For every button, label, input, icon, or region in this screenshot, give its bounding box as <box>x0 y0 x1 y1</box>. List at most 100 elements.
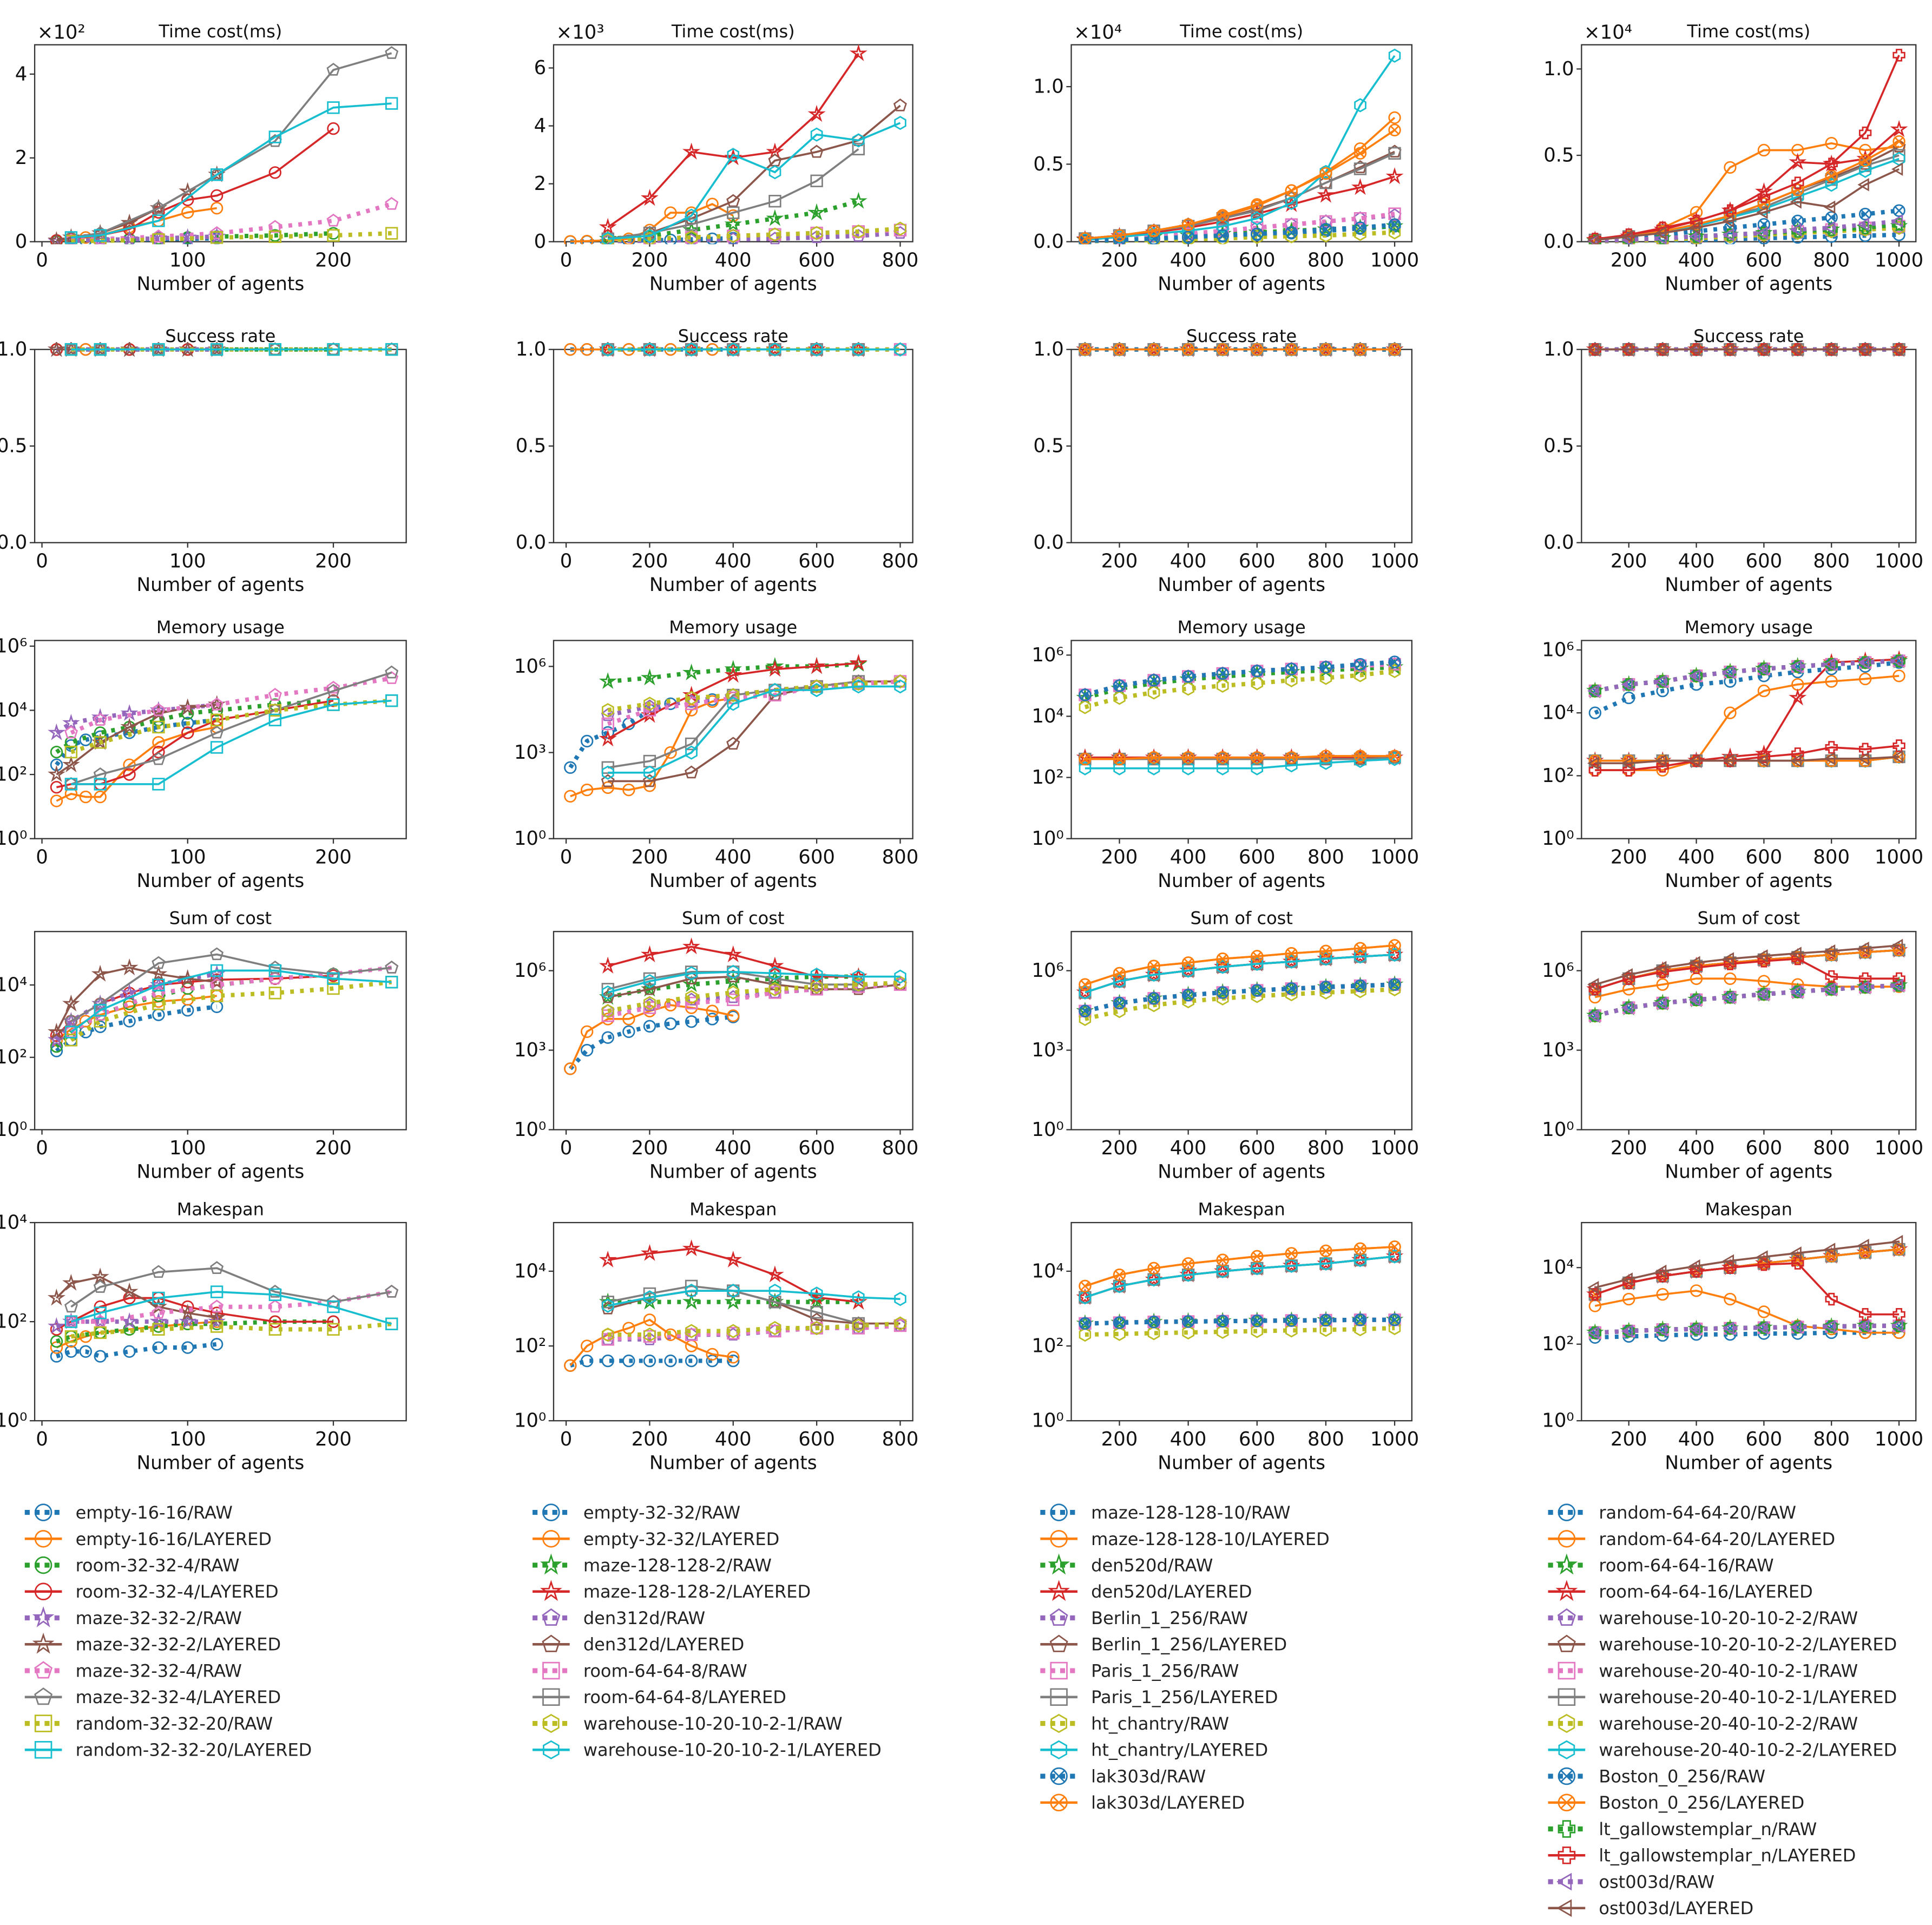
circle-x-marker <box>1285 343 1298 356</box>
star-marker <box>766 660 784 677</box>
circle-marker <box>664 1354 677 1368</box>
legend-item: lt_gallowstemplar_n/RAW <box>1548 1819 1817 1839</box>
series-ost003d-layered <box>1587 1234 1903 1295</box>
cross <box>1356 981 1365 990</box>
hexagon-marker <box>768 982 781 996</box>
pentagon-marker <box>152 1306 166 1319</box>
circle <box>1251 227 1264 240</box>
circle-marker <box>152 745 165 759</box>
x-tick-label: 600 <box>1746 846 1783 868</box>
series-ost003d-layered <box>1587 162 1903 245</box>
x-tick-label: 800 <box>1813 846 1850 868</box>
x-axis-label: Number of agents <box>1158 574 1325 596</box>
circle-marker <box>268 1315 281 1328</box>
circle <box>1251 665 1264 678</box>
circle <box>1251 751 1264 764</box>
y-tick-label: 10⁰ <box>514 1410 546 1432</box>
square-marker <box>327 101 340 114</box>
plot-area <box>564 937 907 1075</box>
circle-marker <box>664 206 677 219</box>
pentagon-marker <box>152 703 166 717</box>
triangle-left-marker <box>1722 1322 1734 1335</box>
x-tick-label: 1000 <box>1875 550 1923 572</box>
hexagon-marker <box>894 679 906 694</box>
cross <box>1184 753 1193 762</box>
x-tick-label: 200 <box>315 1428 352 1450</box>
circle <box>1892 943 1905 957</box>
circle-x-marker <box>1892 204 1905 217</box>
y-tick-label: 0 <box>534 231 547 253</box>
cross <box>1287 228 1296 237</box>
chart-title: Memory usage <box>1178 617 1306 638</box>
square-marker <box>1388 147 1401 160</box>
x-axis-label: Number of agents <box>1158 273 1325 295</box>
star-marker <box>766 956 784 974</box>
star-marker <box>1385 167 1404 185</box>
plot-frame <box>553 349 914 543</box>
x-axis-label: Number of agents <box>136 574 304 596</box>
chart-title: Makespan <box>689 1199 777 1219</box>
square-marker <box>685 697 698 711</box>
x-axis-label: Number of agents <box>136 1452 304 1474</box>
chart-makespan: Makespan 10⁰ 10² 10⁴ 200 400 600 800 1000 Number … <box>1542 1199 1923 1474</box>
circle-marker <box>622 1354 635 1368</box>
circle-x-marker <box>1181 1257 1195 1270</box>
square-marker <box>327 1300 340 1313</box>
hexagon-marker <box>1251 676 1264 691</box>
circle <box>1319 981 1332 994</box>
series-line <box>70 676 392 735</box>
chart-memory: Memory usage 10⁰ 10² 10⁴ 10⁶ 200 400 600 800 1000… <box>1542 617 1923 892</box>
series-line <box>71 699 392 785</box>
x-tick-label: 600 <box>798 249 835 271</box>
circle-marker <box>706 1013 719 1026</box>
cross <box>1080 1007 1090 1016</box>
hexagon-marker <box>1251 761 1264 776</box>
chart-title: Time cost(ms) <box>158 21 282 42</box>
hexagon-marker <box>1558 1713 1575 1733</box>
square-marker <box>64 343 78 356</box>
triangle-left-marker <box>1790 754 1802 767</box>
star-marker <box>807 203 826 221</box>
cross <box>1390 220 1399 229</box>
circle-marker <box>210 1306 224 1319</box>
pentagon-marker <box>1049 1608 1068 1626</box>
square-marker <box>64 1330 78 1343</box>
hexagon-marker <box>601 765 614 780</box>
circle <box>1353 1313 1367 1326</box>
triangle-left-marker <box>1790 343 1802 356</box>
cross <box>1115 231 1124 240</box>
circle-marker <box>601 1354 614 1368</box>
legend-label: room-32-32-4/LAYERED <box>76 1581 279 1602</box>
series-line <box>56 1319 217 1329</box>
cross <box>1252 951 1261 961</box>
series-line <box>1085 175 1395 241</box>
legend-item: warehouse-20-40-10-2-1/LAYERED <box>1548 1687 1897 1707</box>
x-tick-label: 400 <box>1170 846 1207 868</box>
legend-label: empty-16-16/RAW <box>76 1502 233 1523</box>
plot-area <box>47 1261 399 1363</box>
circle-x-marker <box>1353 343 1367 356</box>
x-axis-label: Number of agents <box>1665 574 1832 596</box>
circle <box>1388 939 1401 952</box>
hexagon-marker <box>727 697 739 711</box>
square-marker <box>152 997 165 1010</box>
series-line <box>1595 1323 1900 1335</box>
circle-marker <box>152 736 165 749</box>
pentagon-marker <box>64 725 78 739</box>
cross <box>1218 1255 1227 1265</box>
legend-label: warehouse-20-40-10-2-2/LAYERED <box>1599 1740 1897 1760</box>
circle-x-marker <box>1319 981 1332 994</box>
plot-area <box>1586 1234 1908 1344</box>
cross <box>1321 1246 1331 1256</box>
hexagon-marker <box>1859 163 1871 178</box>
series-random-64-64-20-layered <box>1588 1284 1905 1339</box>
legend-item: empty-32-32/LAYERED <box>533 1529 779 1549</box>
cross <box>1252 753 1261 762</box>
series-lak303d-raw <box>1079 218 1401 245</box>
hexagon-marker <box>1319 951 1332 966</box>
circle-x-marker <box>1858 207 1872 221</box>
circle-marker <box>94 1350 107 1363</box>
series-line <box>569 1318 734 1366</box>
triangle-left-marker <box>1790 1320 1802 1334</box>
y-tick-label: 10⁰ <box>0 1410 27 1432</box>
